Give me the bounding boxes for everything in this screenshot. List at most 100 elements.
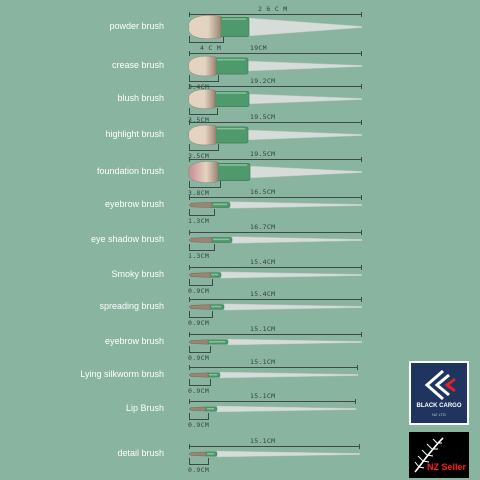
brush-ferrule xyxy=(212,90,250,108)
length-dimension-line xyxy=(189,195,362,200)
head-dimension-line xyxy=(189,413,209,420)
brush-handle xyxy=(220,271,363,279)
ferrule-highlight xyxy=(217,58,245,61)
brush-name: blush brush xyxy=(117,93,164,103)
head-width: 3.8CM xyxy=(188,189,210,197)
head-width: 1.3CM xyxy=(188,217,210,225)
head-dimension-line xyxy=(189,244,215,251)
brush-bristles xyxy=(188,406,207,412)
head-width: 0.9CM xyxy=(188,287,210,295)
head-width: 3.5CM xyxy=(188,152,210,160)
brush-name: highlight brush xyxy=(105,129,164,139)
head-width: 0.9CM xyxy=(188,319,210,327)
ferrule-highlight xyxy=(213,238,229,241)
brush-name: foundation brush xyxy=(96,166,164,176)
brush-length: 2 6 C M xyxy=(258,5,288,13)
brush-length: 15.4CM xyxy=(250,290,276,298)
brush-name: Lip Brush xyxy=(125,403,164,413)
nz-seller-badge: NZ Seller xyxy=(409,432,469,478)
brush-length: 15.4CM xyxy=(250,258,276,266)
brush-ferrule xyxy=(213,126,249,144)
head-dimension-line xyxy=(189,144,219,151)
brush-13 xyxy=(188,450,361,458)
brush-name: Lying silkworm brush xyxy=(80,369,164,379)
length-dimension-line xyxy=(189,265,362,270)
brush-11 xyxy=(188,371,359,379)
head-dimension-line xyxy=(189,108,218,115)
head-dimension-line xyxy=(189,279,213,286)
ferrule-highlight xyxy=(209,341,225,343)
brush-length: 15.1CM xyxy=(250,358,276,366)
brush-handle xyxy=(216,450,361,458)
length-dimension-line xyxy=(189,399,356,404)
brush-bristles xyxy=(188,451,207,457)
ferrule-highlight xyxy=(217,127,245,130)
length-dimension-line xyxy=(189,365,358,370)
brush-length: 19CM xyxy=(250,44,267,52)
brush-length: 15.1CM xyxy=(250,325,276,333)
brush-bristles xyxy=(188,124,217,146)
brush-bristles xyxy=(188,272,211,278)
brush-ferrule xyxy=(205,372,221,378)
brush-3 xyxy=(188,89,363,109)
head-width: 0.9CM xyxy=(188,466,210,474)
brush-bristles xyxy=(188,202,213,208)
brush-handle xyxy=(247,60,363,72)
ferrule-highlight xyxy=(211,305,221,308)
brush-handle xyxy=(231,236,363,244)
length-dimension-line xyxy=(189,51,362,56)
length-dimension-line xyxy=(189,332,362,337)
length-dimension-line xyxy=(189,230,362,235)
brush-bristles xyxy=(188,55,217,77)
brush-handle xyxy=(223,303,363,311)
ferrule-highlight xyxy=(219,164,247,166)
brush-name: crease brush xyxy=(111,60,164,70)
brush-ferrule xyxy=(213,57,249,75)
head-width: 0.9CM xyxy=(188,354,210,362)
head-width: 0.9CM xyxy=(188,387,210,395)
brush-length: 16.7CM xyxy=(250,223,276,231)
brush-name: detail brush xyxy=(117,448,164,458)
brush-bristles xyxy=(188,161,219,183)
silver-fern-icon xyxy=(414,437,444,473)
ferrule-highlight xyxy=(211,273,218,276)
brush-length: 15.1CM xyxy=(250,437,276,445)
brush-length: 19.2CM xyxy=(250,77,276,85)
brush-name: eyebrow brush xyxy=(104,199,164,209)
length-dimension-line xyxy=(189,120,362,125)
brush-ferrule xyxy=(203,406,218,412)
brush-1 xyxy=(188,15,363,39)
brush-name: eye shadow brush xyxy=(90,234,164,244)
brush-handle xyxy=(227,338,363,346)
black-cargo-brand: BLACK CARGO xyxy=(416,403,462,409)
brush-4 xyxy=(188,124,363,146)
brush-8 xyxy=(188,271,363,279)
brush-ferrule xyxy=(205,339,229,345)
brush-handle xyxy=(248,17,363,37)
ferrule-highlight xyxy=(213,203,227,206)
ferrule-highlight xyxy=(207,453,214,455)
brush-bristles xyxy=(188,339,209,345)
black-cargo-tagline: NZ LTD xyxy=(432,412,446,417)
brush-ferrule xyxy=(218,17,250,37)
head-dimension-line xyxy=(189,181,221,188)
brush-name: eyebrow brush xyxy=(104,336,164,346)
brush-name: powder brush xyxy=(109,21,164,31)
brush-name: spreading brush xyxy=(99,301,164,311)
length-dimension-line xyxy=(189,444,360,449)
brush-length: 16.5CM xyxy=(250,188,276,196)
brush-handle xyxy=(216,405,357,413)
brush-12 xyxy=(188,405,357,413)
brush-handle xyxy=(249,165,363,179)
head-dimension-line xyxy=(189,75,219,82)
brush-ferrule xyxy=(215,162,251,182)
length-dimension-line xyxy=(189,297,362,302)
ferrule-highlight xyxy=(207,408,214,410)
brush-7 xyxy=(188,236,363,244)
ferrule-highlight xyxy=(216,92,246,94)
brush-6 xyxy=(188,201,363,209)
brush-bristles xyxy=(188,372,209,378)
head-width: 3.5CM xyxy=(188,116,210,124)
length-dimension-line xyxy=(189,157,362,162)
